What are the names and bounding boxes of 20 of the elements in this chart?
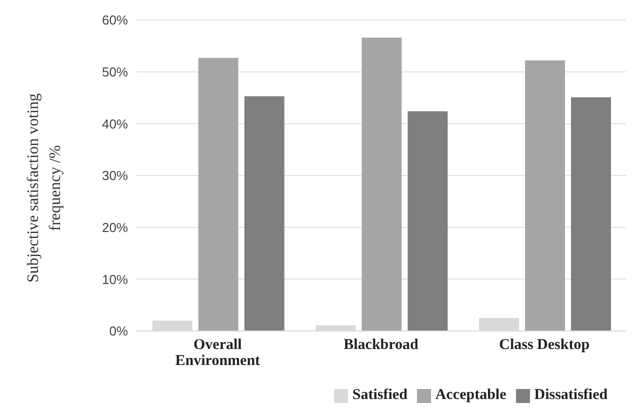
legend-label: Acceptable — [435, 387, 506, 403]
y-tick-label: 20% — [102, 220, 128, 235]
y-tick-label: 0% — [109, 324, 128, 339]
bar — [244, 96, 284, 331]
y-tick-label: 60% — [102, 12, 128, 28]
bar — [362, 38, 402, 331]
y-tick-label: 30% — [102, 168, 128, 184]
bar — [525, 60, 565, 331]
bar — [571, 97, 611, 331]
y-axis-title: Subjective satisfaction voting frequency /% — [25, 93, 64, 283]
legend-label: Dissatisfied — [534, 387, 608, 403]
x-tick-label: Overall Environment — [175, 337, 260, 369]
y-tick-label: 40% — [102, 116, 128, 132]
bar — [198, 58, 238, 331]
x-tick-label: Blackbroad — [344, 337, 420, 353]
y-tick-label: 50% — [102, 64, 128, 80]
x-tick-label: Class Desktop — [499, 337, 590, 353]
legend-label: Satisfied — [352, 387, 408, 403]
bar — [408, 111, 448, 331]
y-tick-label: 10% — [102, 272, 128, 287]
